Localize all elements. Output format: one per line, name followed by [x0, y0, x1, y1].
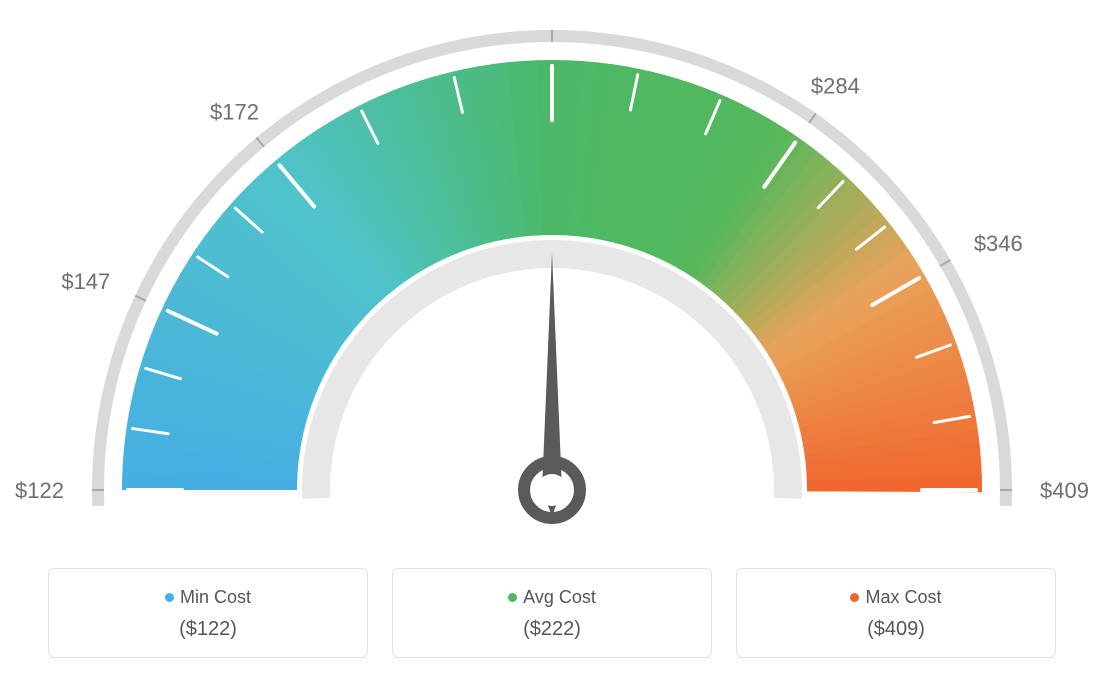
legend-label-min-text: Min Cost — [180, 587, 251, 607]
legend-card-min: Min Cost ($122) — [48, 568, 368, 658]
legend-dot-avg — [508, 593, 517, 602]
legend-label-max-text: Max Cost — [865, 587, 941, 607]
gauge-tick-label: $172 — [210, 100, 259, 125]
legend-card-max: Max Cost ($409) — [736, 568, 1056, 658]
gauge-tick-label: $284 — [811, 73, 860, 98]
gauge-tick-label: $346 — [974, 231, 1023, 256]
legend-label-avg-text: Avg Cost — [523, 587, 596, 607]
legend-row: Min Cost ($122) Avg Cost ($222) Max Cost… — [0, 568, 1104, 658]
gauge-tick-label: $147 — [61, 269, 110, 294]
gauge-svg: $122$147$172$222$284$346$409 — [0, 0, 1104, 560]
legend-dot-max — [850, 593, 859, 602]
legend-label-max: Max Cost — [749, 587, 1043, 608]
gauge-tick-label: $409 — [1040, 478, 1089, 503]
gauge-needle — [524, 253, 580, 518]
gauge-chart: $122$147$172$222$284$346$409 — [0, 0, 1104, 560]
gauge-tick-label: $122 — [15, 478, 64, 503]
legend-label-min: Min Cost — [61, 587, 355, 608]
legend-card-avg: Avg Cost ($222) — [392, 568, 712, 658]
legend-value-max: ($409) — [749, 618, 1043, 641]
legend-value-min: ($122) — [61, 618, 355, 641]
legend-dot-min — [165, 593, 174, 602]
legend-label-avg: Avg Cost — [405, 587, 699, 608]
legend-value-avg: ($222) — [405, 618, 699, 641]
